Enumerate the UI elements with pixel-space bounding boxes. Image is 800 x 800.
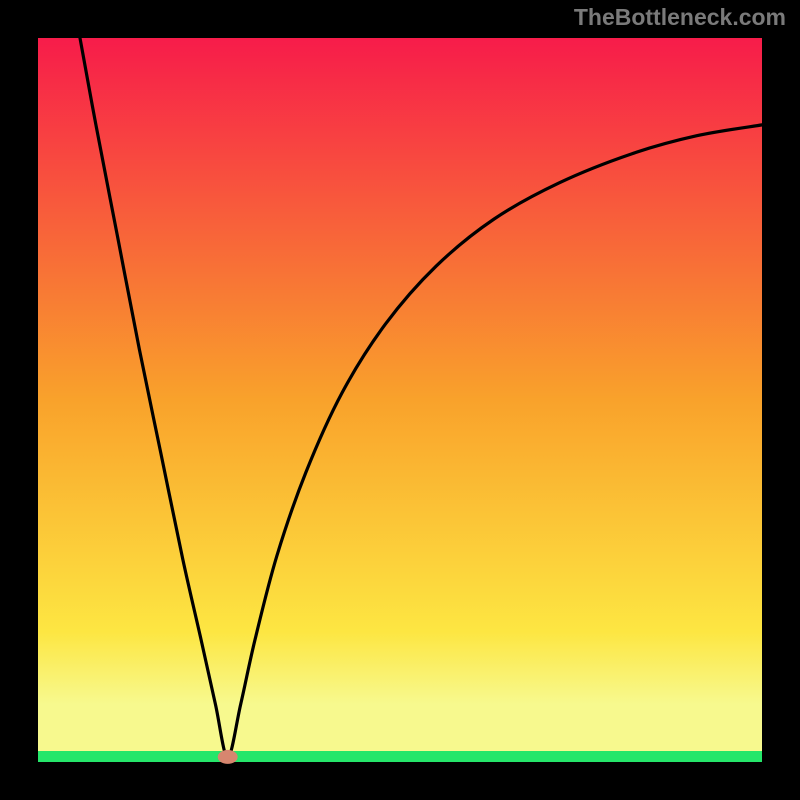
outer-frame: TheBottleneck.com: [0, 0, 800, 800]
watermark-text: TheBottleneck.com: [574, 4, 786, 31]
plot-area: [38, 38, 762, 762]
